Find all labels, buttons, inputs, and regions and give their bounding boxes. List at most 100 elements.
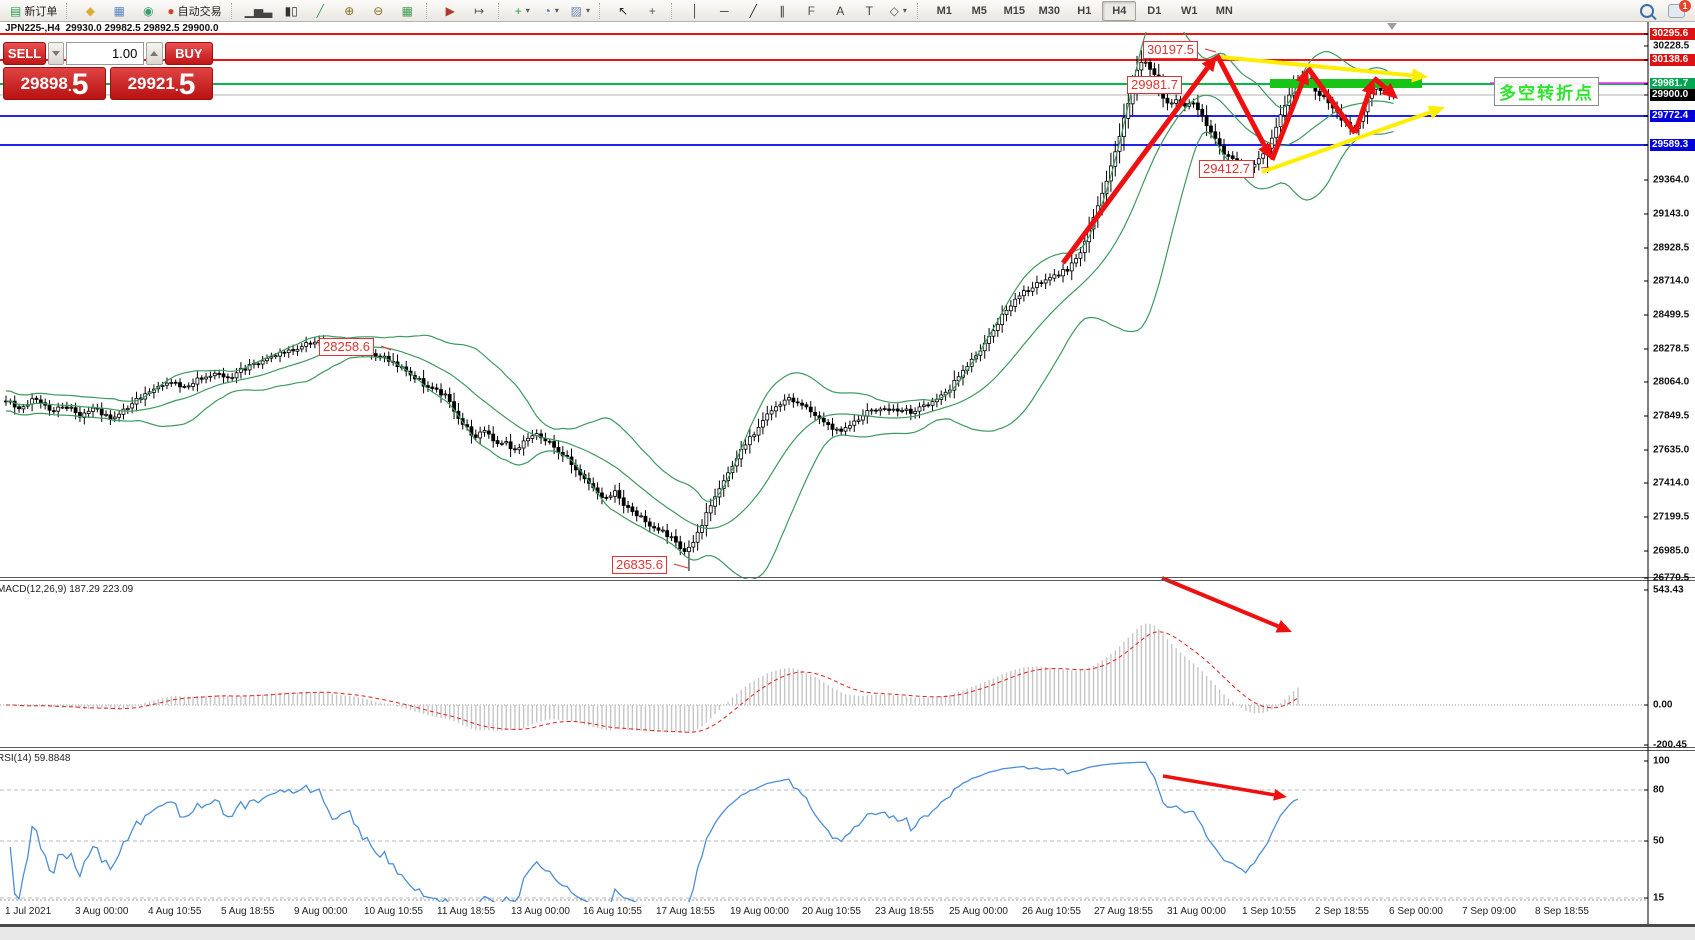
horizontal-level-lines[interactable] [0, 33, 1648, 146]
timeframe-m5-button[interactable]: M5 [971, 4, 987, 17]
fibonacci-button[interactable]: F [797, 1, 825, 21]
time-axis-label: 1 Jul 2021 [5, 906, 52, 917]
timeframe-d1-button[interactable]: D1 [1147, 4, 1162, 17]
volume-increment-button[interactable] [146, 42, 163, 65]
rsi-axis-label: 15 [1653, 892, 1665, 904]
price-annotation[interactable]: 30197.5 [1143, 41, 1198, 59]
arrows-icon: ◇ [889, 3, 899, 18]
time-axis-label: 23 Aug 18:55 [875, 906, 934, 917]
toolbar-separator [599, 2, 604, 19]
price-annotation[interactable]: 29981.7 [1127, 76, 1182, 94]
chart-shift-icon: ↦ [474, 3, 485, 18]
candlestick-mode-button[interactable]: ▮▯ [277, 1, 305, 21]
auto-scroll-button[interactable]: ▶ [436, 1, 464, 21]
text-button[interactable]: A [826, 1, 854, 21]
new-order-button[interactable]: ▤ 新订单 [6, 1, 61, 21]
notification-badge: 1 [1679, 0, 1691, 12]
time-axis-label: 26 Aug 10:55 [1022, 906, 1081, 917]
time-axis-label: 2 Sep 18:55 [1315, 906, 1369, 917]
one-click-trade-panel: SELL BUY 29898.5 29921.5 [3, 42, 214, 100]
toolbar-separator [426, 2, 431, 19]
chart-drawings[interactable] [1060, 23, 1648, 801]
autotrading-button[interactable]: ● 自动交易 [163, 1, 225, 21]
fibonacci-icon: F [807, 3, 815, 18]
market-watch-button[interactable]: ▦ [105, 1, 133, 21]
triangle-up-icon [150, 51, 159, 56]
sell-price[interactable]: 29898. 5 [3, 67, 106, 100]
time-axis-label: 9 Aug 00:00 [294, 906, 348, 917]
chevron-down-icon[interactable]: ▾ [525, 6, 530, 15]
timeframe-m1-button[interactable]: M1 [936, 4, 952, 17]
toolbar-separator [230, 2, 236, 19]
arrows-button[interactable]: ◇ ▾ [884, 1, 912, 21]
volume-decrement-button[interactable] [48, 42, 65, 65]
pane-chrome [0, 22, 1695, 940]
zoom-in-icon: ⊕ [344, 3, 355, 18]
timeframe-w1-button[interactable]: W1 [1181, 4, 1198, 17]
periods-button[interactable]: ◔ ▾ [537, 1, 565, 21]
tile-windows-button[interactable]: ▦ [393, 1, 421, 21]
bar-chart-mode-icon: ▁▅▃ [244, 3, 273, 18]
horizontal-line-button[interactable]: ─ [710, 1, 738, 21]
channel-icon: ∥ [779, 3, 786, 18]
toolbar: ▤ 新订单 ◆ ▦ ◉ ● 自动交易 ▁▅▃ ▮▯ ╱ ⊕ ⊖ ▦ ▶ ↦ + ▾ ◔ ▾ ▨ ▾ ↖ + │ ─ ╱ ∥ F A T ◇ ▾… [0, 0, 1695, 22]
triangle-down-icon [52, 51, 61, 56]
templates-button[interactable]: ▨ ▾ [566, 1, 594, 21]
zoom-out-icon: ⊖ [373, 3, 384, 18]
volume-input[interactable] [66, 42, 145, 65]
timeframe-h1-button[interactable]: H1 [1077, 4, 1092, 17]
indicators-button[interactable]: + ▾ [508, 1, 536, 21]
timeframe-h4-button[interactable]: H4 [1102, 0, 1137, 21]
trendline-button[interactable]: ╱ [739, 1, 767, 21]
price-axis-label: 27635.0 [1653, 444, 1690, 456]
time-axis-label: 11 Aug 18:55 [437, 906, 496, 917]
chevron-down-icon[interactable]: ▾ [902, 6, 907, 15]
zoom-in-button[interactable]: ⊕ [335, 1, 363, 21]
chart-shift-button[interactable]: ↦ [465, 1, 493, 21]
horizontal-line-icon: ─ [720, 3, 729, 18]
search-icon[interactable] [1640, 3, 1654, 18]
sell-button[interactable]: SELL [3, 42, 47, 65]
text-label-button[interactable]: T [855, 1, 883, 21]
timeframe-m15-button[interactable]: M15 [1003, 4, 1025, 17]
chevron-down-icon[interactable]: ▾ [554, 6, 559, 15]
signals-button[interactable]: ◉ [134, 1, 162, 21]
price-annotation[interactable]: 26835.6 [612, 556, 667, 574]
zoom-out-button[interactable]: ⊖ [364, 1, 392, 21]
price-badge: 29900.0 [1650, 89, 1695, 101]
price-badge: 29981.7 [1650, 78, 1695, 90]
buy-price-main: 29921 [127, 74, 175, 93]
signals-icon: ◉ [143, 3, 154, 18]
buy-button[interactable]: BUY [164, 42, 214, 65]
price-axis-label: 28499.5 [1653, 309, 1690, 321]
vertical-line-button[interactable]: │ [681, 1, 709, 21]
timeframe-m30-button[interactable]: M30 [1038, 4, 1060, 17]
macd-axis-label: -200.45 [1653, 739, 1687, 751]
bar-chart-mode-button[interactable]: ▁▅▃ [241, 1, 277, 21]
turning-point-note[interactable]: 多空转折点 [1494, 77, 1599, 106]
price-annotation[interactable]: 28258.6 [319, 338, 374, 356]
buy-price[interactable]: 29921. 5 [110, 67, 213, 100]
auto-scroll-icon: ▶ [445, 3, 455, 18]
rsi-axis-label: 100 [1653, 755, 1670, 767]
rsi-indicator-label: RSI(14) 59.8848 [0, 753, 71, 764]
market-watch-icon: ▦ [113, 3, 126, 18]
toolbar-separator [917, 2, 922, 19]
price-axis-label: 29143.0 [1653, 208, 1690, 220]
crosshair-icon: + [648, 3, 656, 18]
line-chart-mode-button[interactable]: ╱ [306, 1, 334, 21]
annotation-connectors [380, 48, 1270, 569]
notifications-icon[interactable]: 1 [1668, 0, 1691, 18]
crosshair-button[interactable]: + [638, 1, 666, 21]
indicator-gridlines [0, 704, 1648, 901]
price-annotation[interactable]: 29412.7 [1199, 160, 1254, 178]
time-axis-label: 1 Sep 10:55 [1242, 906, 1296, 917]
chevron-down-icon[interactable]: ▾ [585, 6, 590, 15]
timeframe-mn-button[interactable]: MN [1215, 4, 1233, 17]
trendline-icon: ╱ [749, 3, 757, 18]
chart-profile-button[interactable]: ◆ [76, 1, 104, 21]
channel-button[interactable]: ∥ [768, 1, 796, 21]
price-axis-label: 28278.5 [1653, 343, 1690, 355]
cursor-button[interactable]: ↖ [609, 1, 637, 21]
